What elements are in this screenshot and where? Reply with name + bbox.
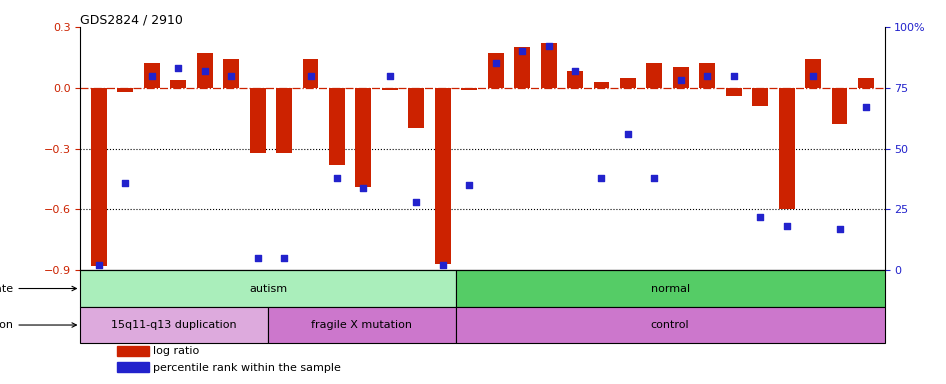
- Point: [223, 73, 238, 79]
- Text: log ratio: log ratio: [153, 346, 199, 356]
- Point: [92, 262, 107, 268]
- Bar: [593, 82, 609, 88]
- Point: [488, 60, 503, 66]
- Point: [276, 255, 291, 261]
- Bar: [197, 53, 213, 88]
- Point: [329, 175, 344, 181]
- Point: [727, 73, 742, 79]
- Point: [832, 226, 847, 232]
- Bar: [117, 88, 133, 92]
- Point: [515, 48, 530, 54]
- Text: normal: normal: [651, 283, 690, 293]
- Point: [621, 131, 636, 137]
- Bar: [673, 68, 689, 88]
- Bar: [620, 78, 636, 88]
- Bar: [91, 88, 107, 266]
- Point: [303, 73, 318, 79]
- Point: [541, 43, 556, 50]
- Text: fragile X mutation: fragile X mutation: [311, 320, 412, 330]
- Point: [144, 73, 159, 79]
- Bar: [382, 88, 398, 90]
- Bar: [726, 88, 742, 96]
- Text: GDS2824 / 2910: GDS2824 / 2910: [80, 14, 184, 27]
- Point: [674, 77, 689, 83]
- Point: [462, 182, 477, 188]
- Point: [382, 73, 397, 79]
- Bar: [223, 60, 239, 88]
- Point: [858, 104, 873, 110]
- Text: control: control: [651, 320, 690, 330]
- Point: [780, 223, 795, 230]
- Text: genotype/variation: genotype/variation: [0, 320, 77, 330]
- Text: disease state: disease state: [0, 283, 77, 293]
- Bar: [515, 47, 530, 88]
- Point: [647, 175, 662, 181]
- Bar: [329, 88, 345, 165]
- Point: [409, 199, 424, 205]
- Bar: [303, 60, 319, 88]
- Point: [594, 175, 609, 181]
- Bar: [409, 88, 424, 128]
- Bar: [435, 88, 450, 264]
- Text: 15q11-q13 duplication: 15q11-q13 duplication: [112, 320, 237, 330]
- Bar: [752, 88, 768, 106]
- Bar: [858, 78, 874, 88]
- Point: [250, 255, 265, 261]
- Bar: [567, 71, 583, 88]
- Point: [197, 68, 212, 74]
- Bar: [699, 63, 715, 88]
- Bar: [116, 346, 149, 356]
- Bar: [356, 88, 372, 187]
- Point: [435, 262, 450, 268]
- Bar: [541, 43, 556, 88]
- Point: [753, 214, 768, 220]
- Point: [118, 180, 133, 186]
- Text: percentile rank within the sample: percentile rank within the sample: [153, 362, 341, 372]
- Bar: [250, 88, 266, 152]
- Text: autism: autism: [249, 283, 287, 293]
- Bar: [832, 88, 848, 124]
- Bar: [170, 79, 186, 88]
- Point: [700, 73, 715, 79]
- Bar: [116, 362, 149, 372]
- Bar: [646, 63, 662, 88]
- Bar: [456, 270, 885, 307]
- Point: [806, 73, 821, 79]
- Bar: [779, 88, 795, 209]
- Bar: [144, 63, 160, 88]
- Bar: [456, 307, 885, 343]
- Point: [170, 65, 185, 71]
- Bar: [488, 53, 503, 88]
- Bar: [462, 88, 477, 90]
- Bar: [268, 307, 456, 343]
- Bar: [276, 88, 292, 152]
- Bar: [80, 307, 268, 343]
- Bar: [80, 270, 456, 307]
- Point: [568, 68, 583, 74]
- Bar: [805, 60, 821, 88]
- Point: [356, 184, 371, 190]
